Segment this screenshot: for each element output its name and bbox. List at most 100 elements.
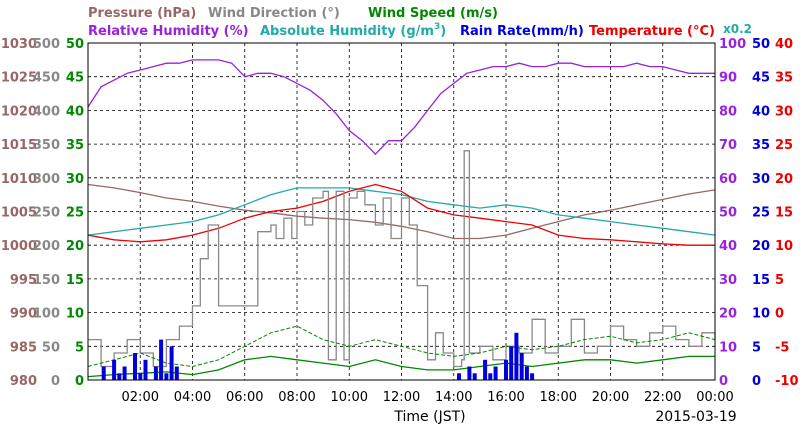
legend-relative-humidity: Relative Humidity (%) [88, 24, 249, 39]
y-tick-rel_humidity: 80 [719, 104, 737, 119]
y-tick-wind_dir: 450 [33, 71, 60, 86]
y-tick-temperature: 35 [775, 71, 793, 86]
rain-bar [133, 353, 137, 380]
rain-bar [101, 366, 106, 380]
y-axis-temperature: 40 35 30 25 20 15 10 5 0 -5 -10 [775, 37, 799, 389]
y-tick-pressure: 1030 [1, 37, 37, 52]
y-tick-wind_speed: 20 [66, 239, 84, 254]
y-tick-wind_speed: 40 [66, 104, 84, 119]
legend-absolute-humidity: Absolute Humidity (g/m3) [260, 22, 446, 39]
chart-date: 2015-03-19 [655, 409, 736, 425]
rain-bar [153, 366, 158, 380]
y-tick-wind_speed: 30 [66, 172, 84, 187]
y-axis-pressure: 1030 1025 1020 1015 1010 1005 1000 995 990 985 980 [1, 37, 37, 389]
y-tick-pressure: 1010 [1, 172, 37, 187]
legend-absolute-humidity-close: ) [440, 24, 446, 39]
rain-bar [504, 359, 508, 380]
y-tick-temperature: 30 [775, 104, 793, 119]
legend-wind-direction: Wind Direction (°) [208, 6, 340, 21]
x-tick-label: 06:00 [226, 390, 263, 405]
rain-bar [509, 346, 514, 380]
series-rain-rate-mm-h [101, 332, 535, 380]
y-tick-wind_speed: 25 [66, 206, 84, 221]
legend-absolute-humidity-label: Absolute Humidity (g/m [260, 24, 434, 39]
y-tick-temperature: 20 [775, 172, 793, 187]
axes-layer: 1030102510201015101010051000995990985980… [1, 37, 799, 389]
y-tick-rain_rate: 20 [752, 239, 770, 254]
y-tick-temperature: -5 [775, 340, 789, 355]
y-tick-rel_humidity: 100 [719, 37, 746, 52]
y-tick-rain_rate: 10 [752, 307, 770, 322]
y-tick-wind_speed: 45 [66, 71, 84, 86]
y-tick-rain_rate: 25 [752, 206, 770, 221]
y-tick-pressure: 985 [10, 340, 37, 355]
x-axis-title: Time (JST) [393, 409, 465, 425]
legend-wind-speed: Wind Speed (m/s) [368, 6, 498, 21]
rain-bar [530, 373, 535, 380]
y-tick-rel_humidity: 0 [719, 374, 728, 389]
rain-bar [467, 366, 472, 380]
x-tick-label: 18:00 [540, 390, 577, 405]
y-tick-wind_speed: 10 [66, 307, 84, 322]
y-tick-wind_dir: 350 [33, 138, 60, 153]
y-tick-wind_speed: 35 [66, 138, 84, 153]
y-tick-wind_dir: 200 [33, 239, 60, 254]
rain-bar [143, 359, 148, 380]
y-tick-temperature: 15 [775, 206, 793, 221]
y-tick-rel_humidity: 10 [719, 340, 737, 355]
legend-temperature: Temperature (°C) [589, 24, 715, 39]
y-tick-wind_dir: 500 [33, 37, 60, 52]
y-tick-wind_dir: 50 [42, 340, 60, 355]
y-tick-wind_speed: 50 [66, 37, 84, 52]
y-tick-pressure: 1000 [1, 239, 37, 254]
x-tick-label: 02:00 [122, 390, 159, 405]
y-tick-wind_dir: 150 [33, 273, 60, 288]
y-tick-temperature: 5 [775, 273, 784, 288]
y-tick-rain_rate: 15 [752, 273, 770, 288]
y-tick-pressure: 990 [10, 307, 37, 322]
y-tick-pressure: 980 [10, 374, 37, 389]
y-tick-pressure: 995 [10, 273, 37, 288]
y-tick-rain_rate: 45 [752, 71, 770, 86]
y-tick-temperature: 10 [775, 239, 793, 254]
y-tick-wind_dir: 100 [33, 307, 60, 322]
y-tick-wind_speed: 5 [75, 340, 84, 355]
y-tick-rain_rate: 40 [752, 104, 770, 119]
absolute-humidity-factor: x0.2 [723, 22, 752, 36]
y-tick-rain_rate: 0 [752, 374, 761, 389]
rain-bar [457, 373, 461, 380]
rain-bar [519, 353, 524, 380]
legend-rain-rate: Rain Rate(mm/h) [460, 24, 584, 39]
y-tick-rel_humidity: 50 [719, 206, 737, 221]
x-tick-label: 16:00 [487, 390, 524, 405]
x-axis-ticks: 02:00 04:00 06:00 08:00 10:00 12:00 14:00 16:00… [122, 390, 734, 405]
x-tick-label: 22:00 [644, 390, 681, 405]
rain-bar [493, 366, 498, 380]
y-tick-wind_dir: 250 [33, 206, 60, 221]
legend-pressure: Pressure (hPa) [88, 6, 196, 21]
series-wind-speed-max-m-s [87, 325, 716, 368]
y-tick-temperature: -10 [775, 374, 799, 389]
series-wind-direction [88, 150, 716, 368]
series-temperature-c [87, 183, 715, 246]
y-tick-rain_rate: 30 [752, 172, 770, 187]
series-wind-speed-m-s [87, 355, 715, 378]
y-tick-wind_dir: 300 [33, 172, 60, 187]
y-tick-pressure: 1025 [1, 71, 37, 86]
y-tick-wind_dir: 400 [33, 104, 60, 119]
chart-legend: Pressure (hPa) Wind Direction (°) Wind S… [88, 6, 752, 39]
y-tick-pressure: 1005 [1, 206, 37, 221]
x-tick-label: 20:00 [592, 390, 629, 405]
x-tick-label: 04:00 [174, 390, 211, 405]
y-tick-rel_humidity: 60 [719, 172, 737, 187]
x-tick-label: 14:00 [435, 390, 472, 405]
y-tick-rel_humidity: 20 [719, 307, 737, 322]
y-tick-temperature: 25 [775, 138, 793, 153]
rain-bar [164, 373, 169, 380]
x-tick-label: 00:00 [696, 390, 733, 405]
x-tick-label: 08:00 [278, 390, 315, 405]
y-tick-rain_rate: 35 [752, 138, 770, 153]
